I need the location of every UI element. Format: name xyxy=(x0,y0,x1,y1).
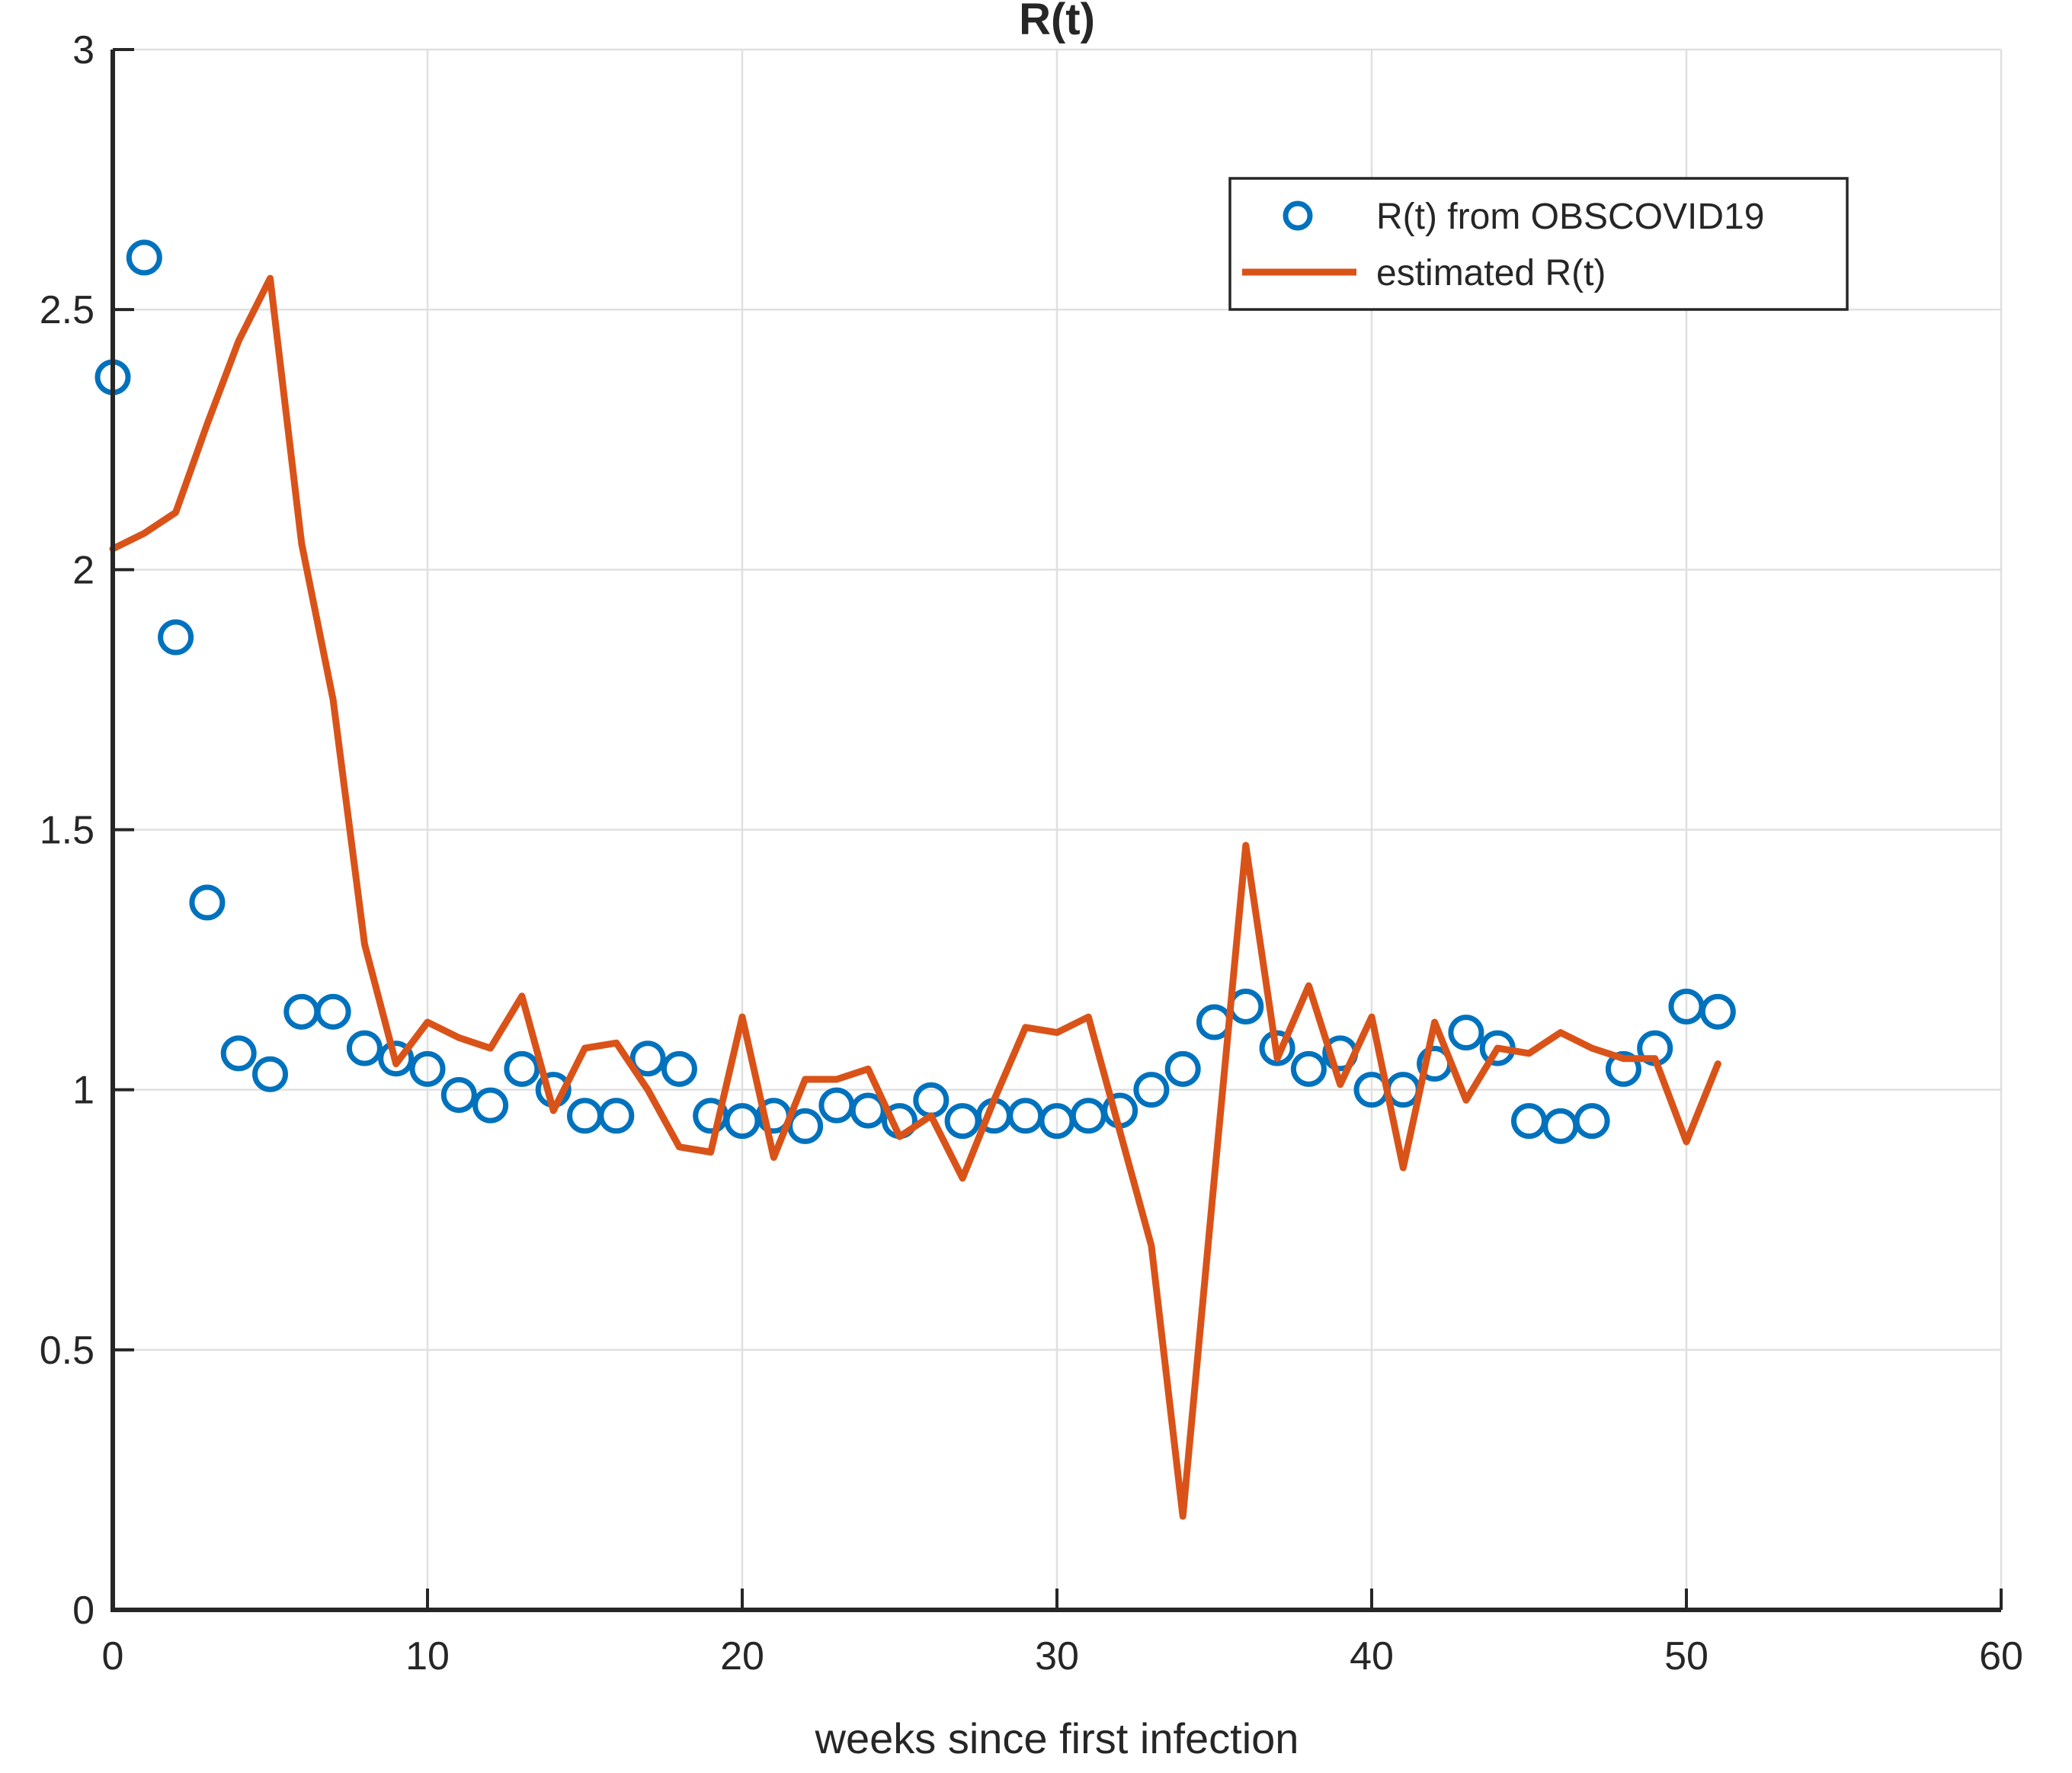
scatter-point xyxy=(1542,1108,1579,1144)
legend: R(t) from OBSCOVID19 estimated R(t) xyxy=(1228,177,1849,311)
legend-scatter-marker-icon xyxy=(1283,200,1313,231)
y-tick-label: 2 xyxy=(72,548,94,592)
x-tick-label: 60 xyxy=(1979,1634,2023,1678)
axis-layer: 0 10 20 30 40 50 60 0 0.5 1 1.5 2 2.5 3 xyxy=(40,28,2023,1678)
y-tick-label: 1 xyxy=(72,1069,94,1113)
y-tick-label: 3 xyxy=(72,28,94,72)
scatter-point xyxy=(661,1050,697,1087)
scatter-point xyxy=(472,1087,509,1124)
scatter-point xyxy=(158,619,194,656)
scatter-point xyxy=(1699,993,1736,1030)
x-tick-label: 30 xyxy=(1035,1634,1079,1678)
scatter-point xyxy=(315,993,351,1030)
scatter-point xyxy=(1133,1072,1170,1108)
scatter-point xyxy=(850,1092,886,1129)
scatter-point xyxy=(1007,1098,1044,1134)
scatter-point xyxy=(1448,1015,1484,1051)
series-layer xyxy=(94,239,1736,1520)
scatter-point xyxy=(504,1050,540,1087)
scatter-point xyxy=(1605,1050,1641,1087)
legend-item-estimated: estimated R(t) xyxy=(1376,253,1606,293)
scatter-point xyxy=(346,1030,383,1066)
scatter-point xyxy=(567,1098,603,1134)
scatter-point xyxy=(629,1040,666,1077)
scatter-point xyxy=(818,1087,855,1124)
x-tick-label: 40 xyxy=(1350,1634,1394,1678)
scatter-point xyxy=(787,1108,824,1144)
scatter-point xyxy=(440,1076,477,1113)
scatter-point xyxy=(189,884,226,921)
y-tick-label: 0 xyxy=(72,1589,94,1633)
x-tick-label: 20 xyxy=(720,1634,764,1678)
estimated-rt-line xyxy=(109,274,1721,1520)
scatter-point xyxy=(1070,1098,1106,1134)
scatter-point xyxy=(1228,988,1264,1024)
x-tick-label: 0 xyxy=(102,1634,124,1678)
scatter-point xyxy=(409,1050,446,1087)
scatter-point xyxy=(1259,1030,1295,1066)
scatter-point xyxy=(378,1040,415,1077)
y-tick-label: 2.5 xyxy=(40,288,94,332)
legend-box xyxy=(1228,177,1849,311)
y-tick-label: 1.5 xyxy=(40,809,94,853)
scatter-point xyxy=(252,1056,288,1092)
scatter-point xyxy=(944,1103,981,1140)
grid-layer xyxy=(113,48,2003,1610)
x-axis-label: weeks since first infection xyxy=(815,1714,1299,1762)
legend-item-obscovid: R(t) from OBSCOVID19 xyxy=(1376,197,1764,237)
scatter-point xyxy=(1574,1103,1610,1140)
x-tick-label: 10 xyxy=(405,1634,450,1678)
x-tick-label: 50 xyxy=(1664,1634,1709,1678)
scatter-point xyxy=(1164,1050,1201,1087)
scatter-point xyxy=(1511,1103,1547,1140)
y-tick-label: 0.5 xyxy=(40,1329,94,1373)
chart-title: R(t) xyxy=(1019,0,1095,44)
scatter-point xyxy=(220,1035,257,1072)
scatter-point xyxy=(283,993,320,1030)
scatter-point xyxy=(126,239,162,276)
scatter-point xyxy=(1290,1050,1327,1087)
scatter-point xyxy=(598,1098,635,1134)
